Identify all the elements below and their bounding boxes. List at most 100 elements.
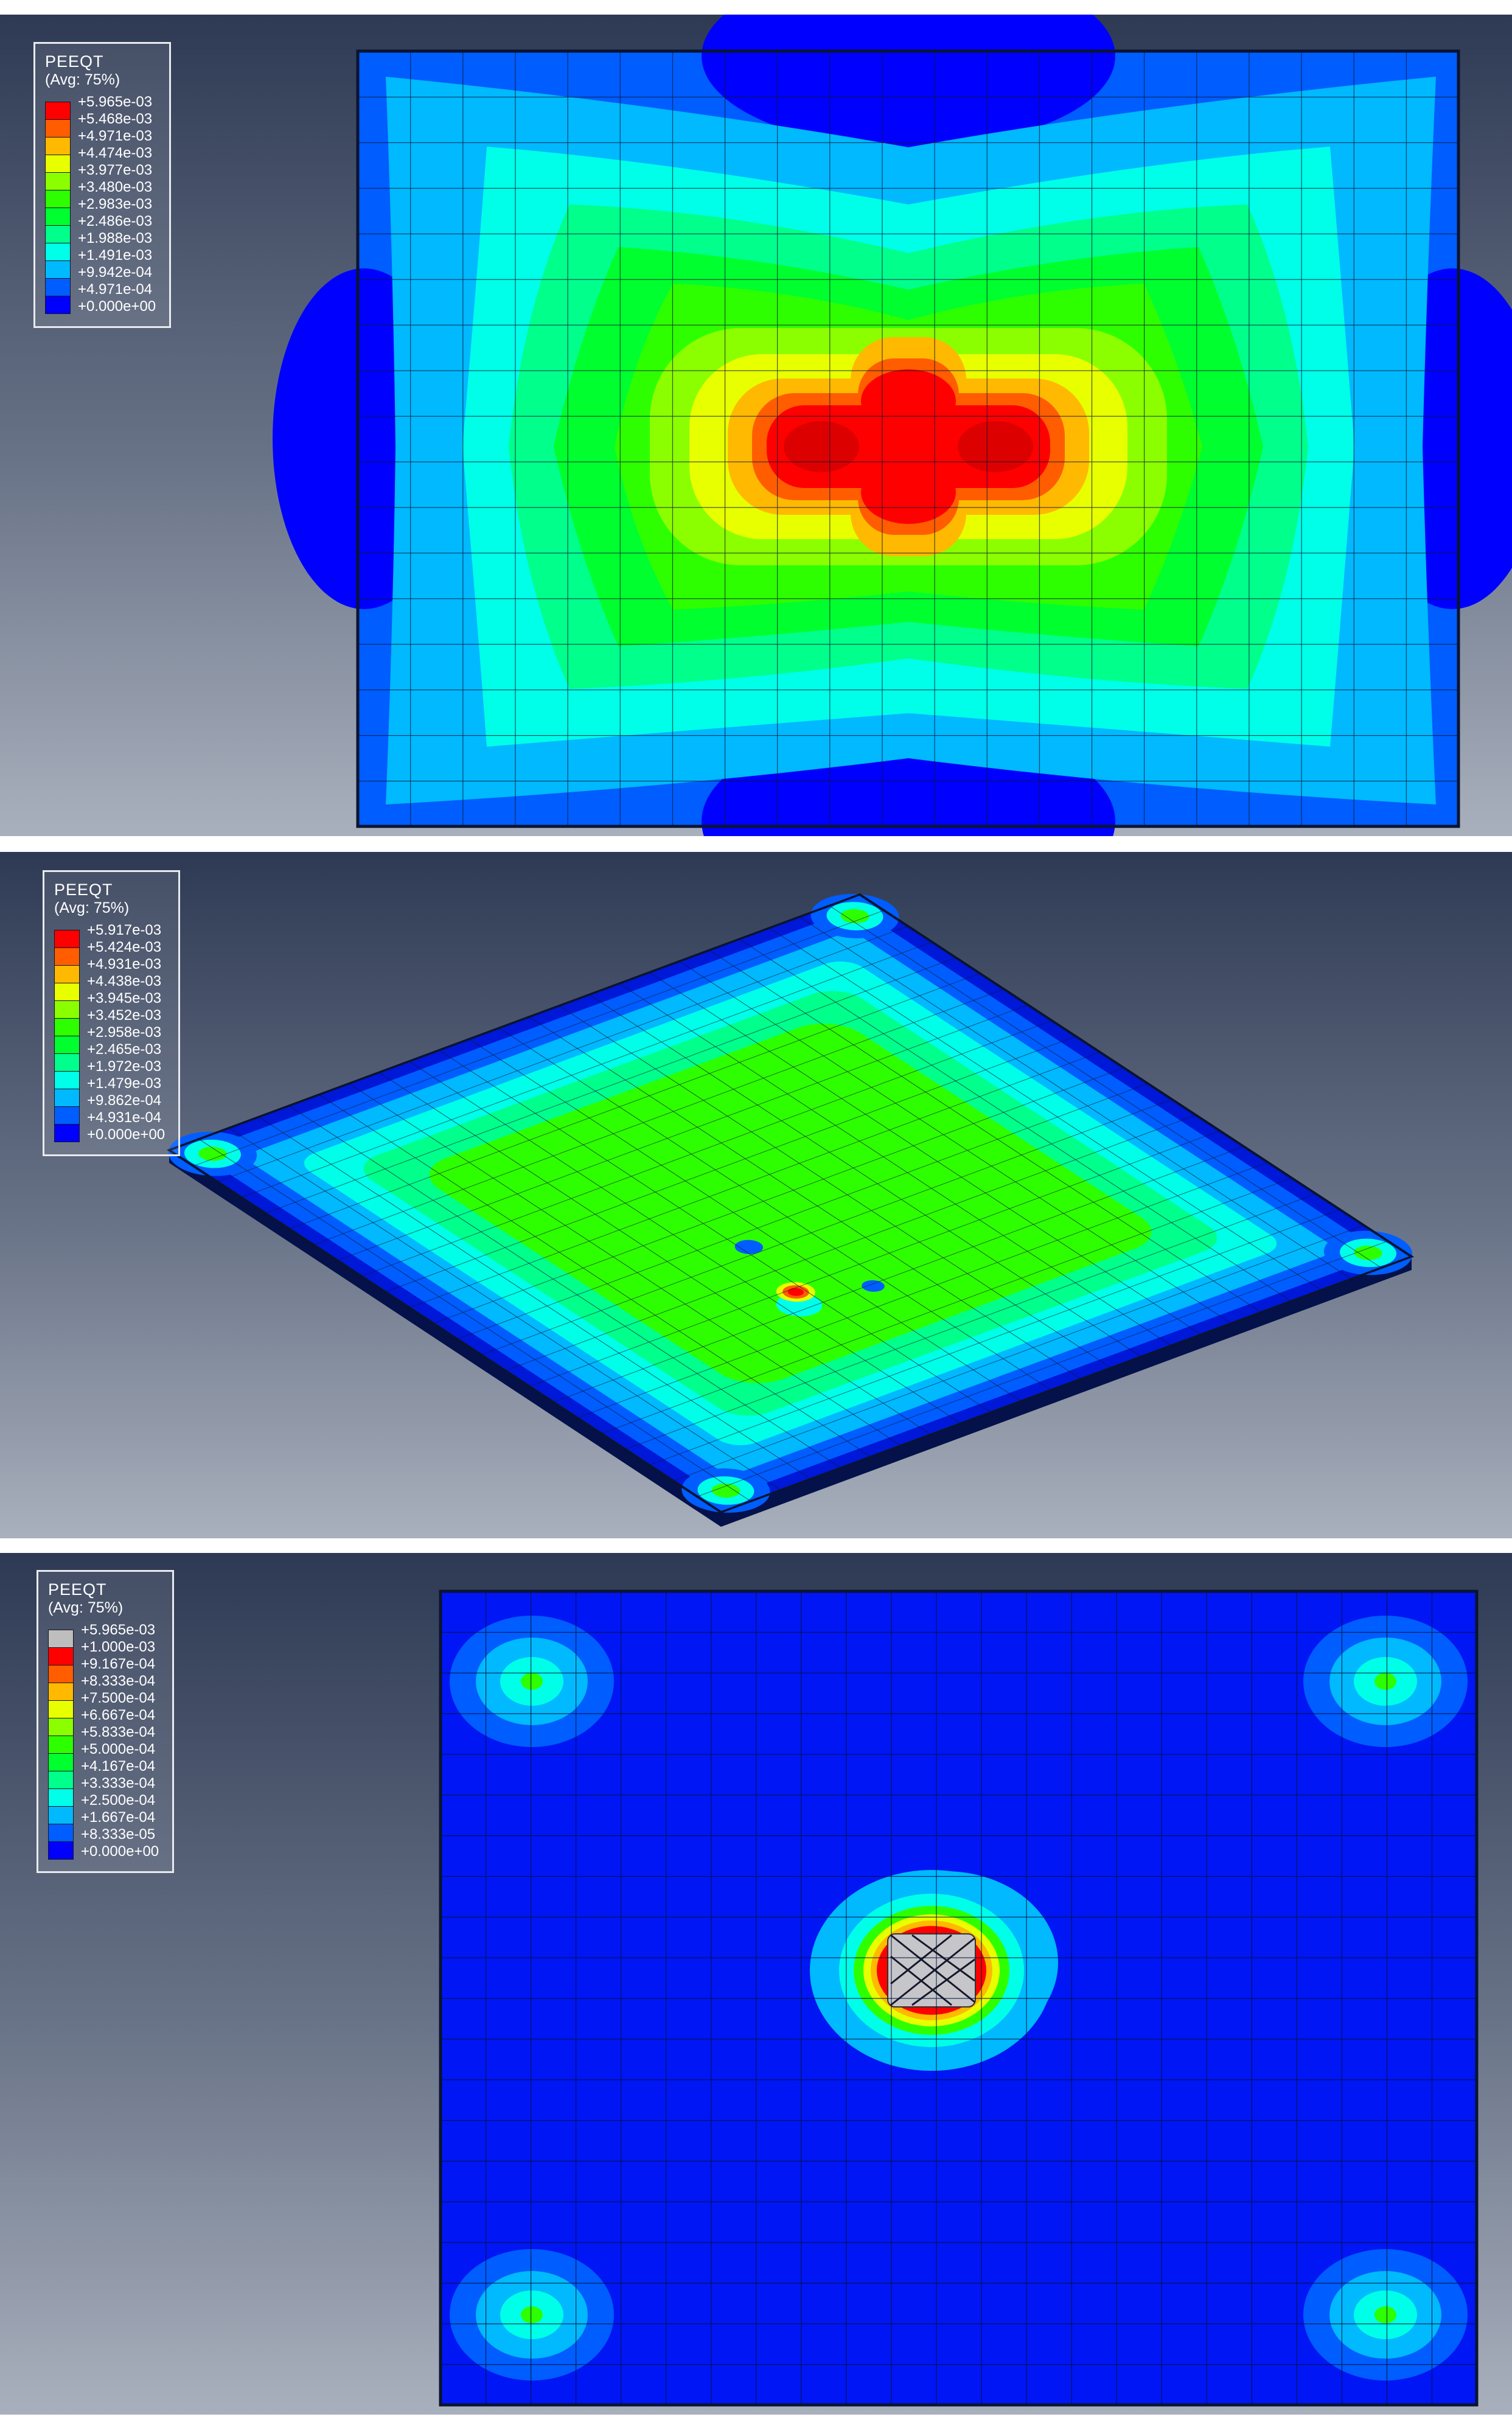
legend-tick-label: +0.000e+00: [87, 1126, 165, 1143]
legend-swatch: [45, 119, 71, 138]
legend-swatch: [48, 1683, 74, 1701]
legend-swatch: [54, 1053, 80, 1072]
legend-tick-label: +0.000e+00: [78, 298, 156, 315]
legend-tick-label: +6.667e-04: [81, 1707, 156, 1723]
legend-swatch: [45, 190, 71, 208]
legend-tick-label: +0.000e+00: [81, 1843, 159, 1860]
panel-separator: [0, 836, 1512, 852]
legend-swatch: [48, 1630, 74, 1648]
plate-bottom-contour-plot: [439, 1589, 1479, 2407]
legend-swatch: [48, 1771, 74, 1789]
legend-swatch: [54, 930, 80, 948]
slab-outline: [166, 893, 1415, 1514]
legend-swatch: [54, 1018, 80, 1036]
legend-tick-label: +5.468e-03: [78, 111, 153, 127]
mesh-overlay: [441, 1591, 1477, 2405]
legend-tick-label: +2.958e-03: [87, 1024, 162, 1041]
legend-swatch: [54, 983, 80, 1001]
legend-swatch: [48, 1665, 74, 1683]
legend-swatch: [45, 260, 71, 279]
legend-tick-label: +2.465e-03: [87, 1041, 162, 1058]
panel-separator: [0, 1538, 1512, 1553]
contour-panel-bottom-view: PEEQT (Avg: 75%) +5.965e-03 +1.000e-03 +9.…: [0, 1553, 1512, 2415]
contour-legend: PEEQT (Avg: 75%) +5.965e-03 +5.468e-03 +4.…: [33, 42, 172, 328]
legend-swatch: [45, 296, 71, 314]
legend-tick-label: +4.971e-03: [78, 128, 153, 144]
legend-tick-label: +1.479e-03: [87, 1075, 162, 1092]
legend-subtitle: (Avg: 75%): [45, 71, 120, 88]
slab-iso-contour-plot: [166, 893, 1415, 1514]
legend-colorbar: [48, 1630, 74, 1860]
legend-tick-label: +3.945e-03: [87, 990, 162, 1006]
legend-tick-label: +2.983e-03: [78, 196, 153, 212]
legend-swatch: [54, 1000, 80, 1019]
legend-swatch: [45, 225, 71, 243]
legend-tick-label: +1.972e-03: [87, 1058, 162, 1075]
panel-separator: [0, 2415, 1512, 2428]
legend-colorbar: [45, 102, 71, 314]
legend-swatch: [48, 1806, 74, 1824]
legend-swatch: [54, 1036, 80, 1054]
legend-swatch: [54, 1071, 80, 1089]
legend-tick-label: +2.486e-03: [78, 213, 153, 229]
legend-tick-label: +3.977e-03: [78, 162, 153, 178]
plate-plan-contour-plot: [273, 15, 1512, 836]
legend-swatch: [45, 102, 71, 120]
legend-tick-label: +1.988e-03: [78, 230, 153, 246]
legend-swatch: [45, 155, 71, 173]
legend-tick-label: +4.931e-04: [87, 1109, 162, 1126]
legend-subtitle: (Avg: 75%): [48, 1599, 124, 1616]
legend-swatch: [48, 1718, 74, 1736]
legend-tick-label: +4.931e-03: [87, 956, 162, 972]
legend-tick-label: +9.942e-04: [78, 264, 153, 281]
contour-panel-isometric-view: PEEQT (Avg: 75%) +5.917e-03 +5.424e-03 +4.…: [0, 852, 1512, 1538]
viewport-canvas-isometric: [166, 893, 1415, 1527]
contour-legend: PEEQT (Avg: 75%) +5.965e-03 +1.000e-03 +9.…: [37, 1570, 175, 1873]
plate-outline: [356, 49, 1460, 828]
legend-swatch: [48, 1700, 74, 1718]
legend-title: PEEQT: [54, 881, 113, 899]
legend-swatch: [48, 1841, 74, 1860]
legend-tick-label: +5.965e-03: [78, 94, 153, 110]
legend-swatch: [54, 1089, 80, 1107]
legend-swatch: [45, 172, 71, 190]
legend-swatch: [54, 947, 80, 966]
legend-tick-label: +9.167e-04: [81, 1656, 156, 1672]
legend-colorbar: [54, 930, 80, 1142]
legend-tick-label: +1.667e-04: [81, 1809, 156, 1826]
panel-separator: [0, 0, 1512, 15]
legend-tick-label: +1.491e-03: [78, 247, 153, 263]
contour-panel-plan-view: PEEQT (Avg: 75%) +5.965e-03 +5.468e-03 +4.…: [0, 15, 1512, 836]
legend-tick-label: +3.480e-03: [78, 179, 153, 195]
viewport-canvas-bottom: [439, 1589, 1479, 2407]
plate-outline: [439, 1589, 1479, 2407]
legend-tick-label: +5.000e-04: [81, 1741, 156, 1757]
legend-tick-label: +4.438e-03: [87, 973, 162, 989]
legend-swatch: [45, 208, 71, 226]
legend-tick-labels: +5.965e-03 +5.468e-03 +4.971e-03 +4.474e-03…: [78, 94, 156, 315]
mesh-overlay: [358, 51, 1458, 826]
legend-swatch: [45, 278, 71, 296]
legend-title: PEEQT: [48, 1580, 107, 1599]
contour-legend: PEEQT (Avg: 75%) +5.917e-03 +5.424e-03 +4.…: [43, 870, 181, 1156]
legend-tick-label: +4.167e-04: [81, 1758, 156, 1774]
legend-swatch: [54, 1106, 80, 1125]
legend-title: PEEQT: [45, 52, 104, 71]
legend-tick-label: +5.965e-03: [81, 1622, 156, 1638]
legend-tick-label: +1.000e-03: [81, 1639, 156, 1655]
legend-swatch: [48, 1824, 74, 1842]
legend-tick-label: +5.917e-03: [87, 922, 162, 938]
legend-tick-label: +8.333e-05: [81, 1826, 156, 1843]
legend-swatch: [48, 1736, 74, 1754]
legend-tick-label: +9.862e-04: [87, 1092, 162, 1109]
legend-tick-labels: +5.917e-03 +5.424e-03 +4.931e-03 +4.438e-03…: [87, 922, 165, 1143]
legend-tick-label: +4.971e-04: [78, 281, 153, 298]
legend-tick-label: +3.452e-03: [87, 1007, 162, 1024]
legend-swatch: [54, 1124, 80, 1142]
legend-tick-label: +5.833e-04: [81, 1724, 156, 1740]
legend-tick-label: +8.333e-04: [81, 1673, 156, 1689]
legend-tick-label: +5.424e-03: [87, 939, 162, 955]
legend-swatch: [48, 1647, 74, 1666]
legend-swatch: [45, 137, 71, 155]
